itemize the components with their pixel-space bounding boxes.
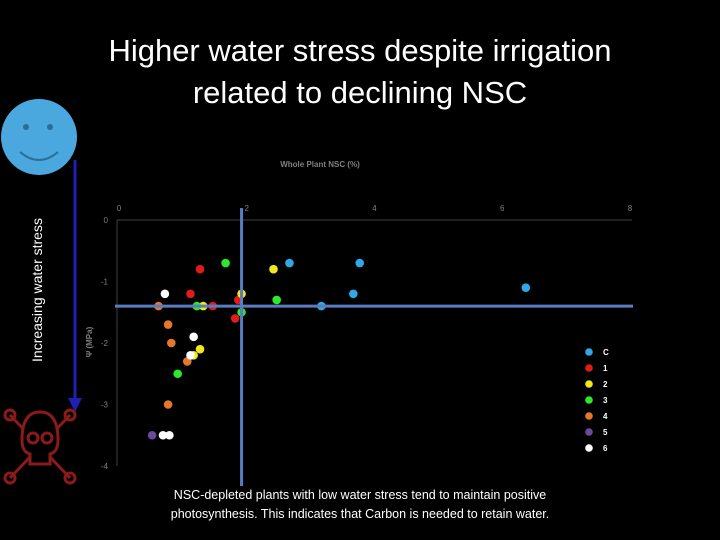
point-series-4 — [166, 338, 176, 348]
x-tick-label: 4 — [372, 204, 377, 213]
legend-marker-3 — [585, 396, 593, 404]
y-tick-label: 0 — [104, 216, 109, 225]
point-series-6 — [189, 332, 198, 342]
bone-end-1 — [3, 408, 17, 422]
legend-marker-1 — [585, 364, 593, 372]
skull-eye-left — [26, 431, 40, 445]
legend-label-2: 2 — [603, 380, 608, 389]
point-series-C — [521, 283, 531, 292]
stress-arrow — [68, 160, 82, 412]
point-series-1 — [195, 264, 205, 274]
data-points — [147, 258, 531, 440]
chart-title: Whole Plant NSC (%) — [280, 160, 360, 169]
point-series-3 — [272, 295, 281, 305]
title-line-2: related to declining NSC — [192, 75, 528, 110]
smiley-face-disc — [1, 99, 77, 175]
legend-label-6: 6 — [603, 444, 608, 453]
slide-caption: NSC-depleted plants with low water stres… — [100, 486, 620, 524]
point-series-6 — [160, 289, 170, 299]
bone-end-2 — [63, 408, 77, 422]
title-line-1: Higher water stress despite irrigation — [108, 33, 612, 68]
caption-line-1: NSC-depleted plants with low water stres… — [173, 488, 547, 502]
x-tick-label: 8 — [628, 204, 633, 213]
legend-label-C: C — [603, 348, 609, 357]
bone-end-3 — [3, 471, 17, 485]
legend-marker-5 — [585, 428, 593, 436]
point-series-6 — [186, 351, 195, 360]
stress-arrow-head — [68, 398, 82, 412]
chart-legend: C 1 2 3 4 5 6 — [585, 348, 609, 453]
skull-head — [20, 410, 60, 466]
point-series-6 — [165, 430, 174, 440]
bone-end-4 — [63, 471, 77, 485]
point-series-C — [355, 258, 365, 268]
legend-label-1: 1 — [603, 364, 608, 373]
point-series-2 — [195, 344, 205, 354]
x-tick-label: 6 — [500, 204, 505, 213]
point-series-3 — [173, 369, 182, 379]
point-series-C — [285, 258, 294, 268]
smiley-face-icon — [1, 99, 77, 175]
legend-marker-6 — [585, 444, 593, 452]
legend-marker-4 — [585, 412, 593, 420]
legend-label-3: 3 — [603, 396, 608, 405]
x-tick-label: 2 — [245, 204, 250, 213]
y-tick-label: -2 — [101, 339, 109, 348]
legend-marker-C — [585, 348, 593, 356]
chart-y-axis-label: Ψ (MPa) — [85, 326, 94, 357]
point-series-2 — [269, 264, 278, 274]
point-series-6 — [158, 430, 168, 440]
y-tick-label: -1 — [101, 278, 109, 287]
x-tick-label: 0 — [117, 204, 122, 213]
legend-label-5: 5 — [603, 428, 608, 437]
legend-label-4: 4 — [603, 412, 608, 421]
y-tick-label: -4 — [101, 462, 109, 471]
point-series-1 — [230, 314, 240, 323]
legend-marker-2 — [585, 380, 593, 388]
skull-eye-right — [40, 431, 54, 445]
caption-line-2: photosynthesis. This indicates that Carb… — [170, 507, 550, 521]
point-series-5 — [147, 430, 157, 440]
y-tick-labels: 0 -1 -2 -3 -4 — [101, 216, 109, 471]
smiley-left-eye — [23, 124, 29, 130]
x-tick-labels: 0 2 4 6 8 — [117, 204, 633, 213]
y-tick-label: -3 — [101, 401, 109, 410]
skull-crossbones-icon — [3, 408, 77, 485]
slide-title: Higher water stress despite irrigation r… — [60, 30, 660, 114]
smiley-mouth — [19, 151, 59, 161]
smiley-right-eye — [47, 124, 53, 130]
point-series-C — [349, 289, 358, 299]
point-series-1 — [186, 289, 195, 299]
point-series-3 — [221, 258, 230, 268]
point-series-4 — [163, 400, 173, 409]
point-series-4 — [163, 320, 173, 329]
